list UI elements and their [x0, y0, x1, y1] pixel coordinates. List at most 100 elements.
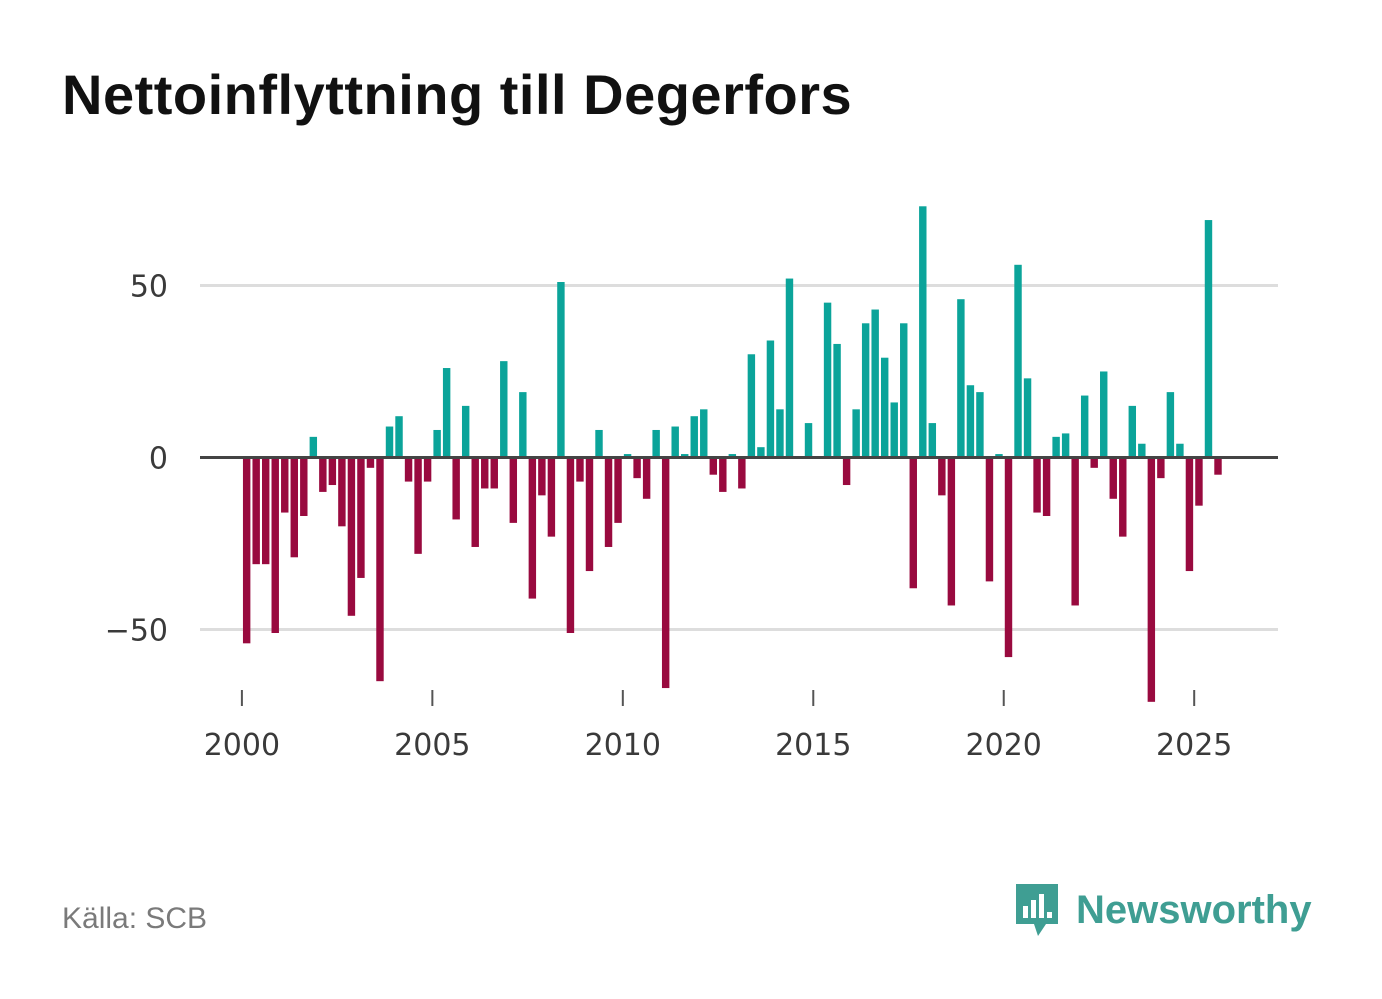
bar [376, 457, 384, 682]
bar [681, 454, 689, 458]
bar [585, 457, 594, 572]
bar [461, 405, 470, 458]
bar [281, 457, 289, 513]
bar [633, 457, 641, 479]
bar [1185, 457, 1194, 572]
bar [614, 457, 622, 523]
bar [1090, 457, 1098, 468]
bar [604, 457, 613, 547]
bar [966, 385, 975, 458]
bar [909, 457, 917, 589]
x-tick-label: 2000 [204, 728, 280, 763]
bar [242, 457, 251, 644]
bar-chart: 50 0 −50 2000 2005 2010 2015 2020 2025 [105, 206, 1278, 763]
bar [1042, 457, 1051, 516]
bar [728, 454, 737, 458]
bar [919, 206, 927, 458]
bar [738, 457, 746, 489]
bar [1080, 395, 1089, 458]
bar [661, 457, 670, 689]
bar [1071, 457, 1079, 606]
bar [395, 416, 403, 458]
bar [852, 409, 860, 458]
bar [557, 282, 565, 458]
bar [261, 457, 270, 565]
bar [1176, 443, 1184, 458]
bar [1061, 433, 1070, 458]
bars [242, 206, 1222, 702]
bar [766, 340, 775, 458]
bar [1147, 457, 1156, 702]
bar [1014, 264, 1022, 458]
bar [700, 409, 708, 458]
bar [833, 343, 841, 458]
bar [328, 457, 337, 486]
bar [366, 457, 375, 468]
bar [433, 429, 441, 458]
bar [290, 457, 298, 558]
bar [538, 457, 546, 496]
bar [928, 423, 937, 458]
bar [1214, 457, 1222, 475]
bar [719, 457, 727, 492]
bar [595, 429, 603, 458]
bar [1128, 405, 1137, 458]
bar [671, 426, 679, 458]
bar [823, 302, 832, 458]
y-tick-label: 0 [149, 442, 168, 477]
y-axis-ticks: 50 0 −50 [105, 269, 168, 648]
bar [547, 457, 556, 537]
bar [1052, 436, 1060, 458]
bar [785, 278, 794, 458]
bar [500, 361, 508, 458]
bar [576, 457, 584, 482]
bar [452, 457, 460, 520]
x-tick-label: 2005 [394, 728, 470, 763]
bar [985, 457, 994, 582]
bar [1138, 443, 1146, 458]
source-label: Källa: SCB [62, 902, 208, 935]
bar [385, 426, 394, 458]
bar [414, 457, 422, 554]
bar [804, 423, 813, 458]
bar [347, 457, 356, 616]
bar [642, 457, 651, 499]
bar [1157, 457, 1165, 479]
bar [357, 457, 365, 578]
bar [338, 457, 346, 527]
bar [271, 457, 279, 633]
bar [319, 457, 327, 492]
bar [423, 457, 432, 482]
bar [519, 392, 527, 458]
bar [957, 299, 965, 458]
bar [1004, 457, 1013, 658]
bar [471, 457, 479, 547]
x-tick-label: 2010 [585, 728, 661, 763]
bar [995, 454, 1003, 458]
y-tick-label: 50 [130, 269, 168, 304]
bar [861, 323, 870, 458]
bar [890, 402, 898, 458]
x-axis-ticks: 2000 2005 2010 2015 2020 2025 [204, 690, 1232, 763]
bar [709, 457, 718, 475]
bar [1109, 457, 1117, 499]
bar [1023, 378, 1032, 458]
bar [1204, 220, 1213, 458]
bar [776, 409, 784, 458]
bar [252, 457, 260, 565]
bar [566, 457, 575, 633]
bar [880, 357, 889, 458]
x-tick-label: 2015 [775, 728, 851, 763]
bar [623, 454, 632, 458]
x-tick-label: 2020 [966, 728, 1042, 763]
bar [481, 457, 489, 489]
bar [947, 457, 956, 606]
chart-title: Nettoinflyttning till Degerfors [62, 63, 853, 126]
brand-name: Newsworthy [1076, 887, 1312, 932]
bar [1119, 457, 1127, 537]
bar [404, 457, 413, 482]
bar [442, 368, 451, 458]
bar [309, 436, 318, 458]
y-tick-label: −50 [105, 614, 168, 649]
bar [652, 429, 660, 458]
